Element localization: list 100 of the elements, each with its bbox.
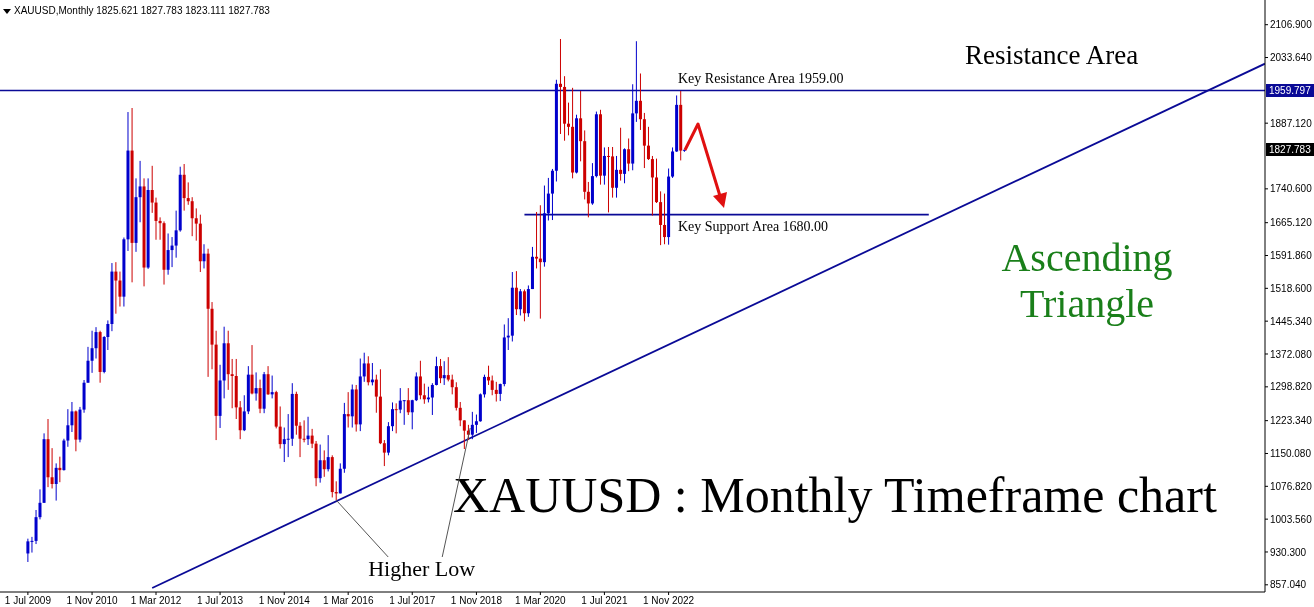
candlestick [638, 73, 642, 131]
candlestick [470, 411, 474, 440]
candlestick [627, 137, 631, 172]
annotation: XAUUSD,Monthly 1825.621 1827.783 1823.111 1827.783 [14, 5, 270, 16]
candlestick [114, 261, 118, 315]
candlestick [418, 360, 422, 400]
candlestick [410, 399, 414, 430]
y-tick-label: 857.040 [1270, 579, 1307, 591]
annotation: XAUUSD : Monthly Timeframe chart [453, 466, 1217, 524]
candlestick [414, 371, 418, 402]
candlestick [634, 40, 638, 123]
x-tick-label: 1 Mar 2020 [515, 595, 567, 607]
x-tick-label: 1 Nov 2010 [66, 595, 119, 607]
y-tick-label: 1665.120 [1270, 217, 1313, 229]
candlestick [362, 352, 366, 383]
candlestick [94, 326, 98, 360]
candlestick [458, 401, 462, 427]
candlestick [26, 538, 30, 563]
x-tick-label: 1 Jul 2017 [389, 595, 436, 607]
candlestick [190, 196, 194, 237]
y-tick-label: 1150.080 [1270, 448, 1312, 460]
candlestick [439, 358, 443, 384]
y-tick-label: 1591.860 [1270, 250, 1313, 262]
candlestick [659, 190, 663, 246]
candlestick [434, 356, 438, 386]
annotation: Ascending Triangle [1000, 235, 1174, 327]
candlestick [242, 394, 246, 432]
candlestick [266, 365, 270, 396]
y-tick-label: 2033.640 [1270, 52, 1313, 64]
candlestick [518, 288, 522, 316]
y-tick-label: 1003.560 [1270, 513, 1313, 525]
candlestick [619, 127, 623, 182]
candlestick [398, 387, 402, 414]
candlestick [450, 374, 454, 395]
candlestick [494, 381, 498, 403]
annotation: Key Support Area 1680.00 [678, 219, 829, 235]
candlestick [402, 399, 406, 426]
candlestick [254, 371, 258, 402]
annotation: Key Resistance Area 1959.00 [678, 71, 844, 87]
candlestick [322, 449, 326, 478]
y-tick-label: 2106.900 [1270, 19, 1313, 31]
candlestick [250, 344, 254, 395]
x-tick-label: 1 Nov 2014 [258, 595, 311, 607]
candlestick [422, 383, 426, 405]
candlestick [238, 400, 242, 440]
candlestick [186, 181, 190, 206]
candlestick [30, 536, 34, 554]
x-tick-label: 1 Nov 2018 [450, 595, 503, 607]
x-tick-label: 1 Jul 2013 [196, 595, 244, 607]
candlestick [550, 168, 554, 221]
candlestick [166, 232, 170, 276]
candlestick [382, 439, 386, 467]
candlestick [535, 211, 539, 269]
candlestick [602, 146, 606, 186]
candlestick [302, 419, 306, 443]
candlestick [326, 434, 330, 472]
candlestick [579, 90, 583, 162]
y-tick-label: 1372.080 [1270, 348, 1313, 360]
candlestick [474, 414, 478, 434]
x-tick-label: 1 Jul 2009 [4, 595, 52, 607]
candlestick [374, 374, 378, 414]
candlestick [606, 146, 610, 213]
y-tick-label: 1740.600 [1270, 183, 1313, 195]
candlestick [567, 102, 571, 136]
y-tick-label: 1518.600 [1270, 282, 1313, 294]
candlestick [282, 427, 286, 463]
candlestick [586, 181, 590, 218]
candlestick [394, 402, 398, 434]
candlestick [522, 289, 526, 322]
x-tick-label: 1 Nov 2022 [643, 595, 695, 607]
candlestick [366, 355, 370, 386]
candlestick [286, 413, 290, 458]
y-tick-label: 1298.820 [1270, 381, 1313, 393]
candlestick [90, 330, 94, 374]
candlestick [278, 405, 282, 450]
candlestick [446, 356, 450, 382]
candlestick [490, 375, 494, 396]
candlestick [258, 379, 262, 414]
candlestick [646, 126, 650, 161]
annotation: Resistance Area [965, 40, 1139, 71]
x-tick-label: 1 Jul 2021 [581, 595, 628, 607]
text: 1827.783 [1266, 142, 1314, 156]
candlestick [182, 163, 186, 212]
candlestick [54, 462, 58, 502]
candlestick [194, 207, 198, 242]
candlestick [546, 177, 550, 221]
candlestick [202, 243, 206, 269]
candlestick [650, 155, 654, 217]
candlestick [558, 38, 562, 135]
candlestick [454, 381, 458, 411]
candlestick [514, 270, 518, 316]
annotation: Higher Low [368, 556, 476, 582]
candlestick [230, 358, 234, 409]
candlestick [615, 155, 619, 199]
candlestick [430, 382, 434, 416]
x-tick-label: 1 Mar 2012 [130, 595, 182, 607]
x-tick-label: 1 Mar 2016 [322, 595, 374, 607]
y-tick-label: 1887.120 [1270, 117, 1313, 129]
candlestick [391, 401, 395, 432]
candlestick [318, 444, 322, 484]
